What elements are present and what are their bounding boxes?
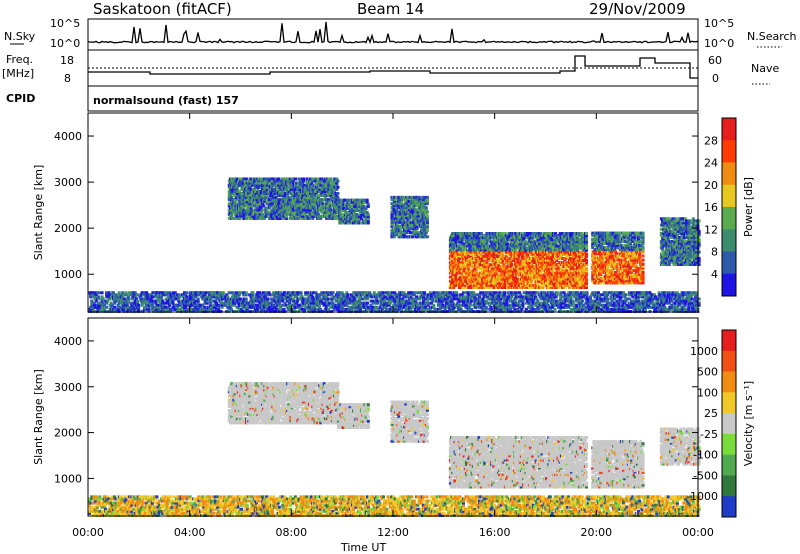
colorbar-segment — [722, 140, 736, 163]
power-panel: 1000 2000 3000 4000 Slant Range [km] 4 8 12 16 20… — [32, 113, 755, 313]
x-tick-label: 16:00 — [479, 526, 511, 539]
y-tick-label: 3000 — [54, 176, 82, 189]
colorbar-segment — [722, 372, 736, 393]
station-title: Saskatoon (fitACF) — [93, 0, 232, 18]
colorbar-tick-label: 16 — [704, 201, 718, 214]
x-axis-title: Time UT — [340, 541, 386, 554]
freq-unit-label: [MHz] — [2, 67, 34, 80]
y-axis-title: Slant Range [km] — [32, 369, 45, 465]
rti-figure: Saskatoon (fitACF) Beam 14 29/Nov/2009 N… — [0, 0, 800, 554]
colorbar-tick-label: -25 — [700, 428, 718, 441]
colorbar-tick-label: 500 — [697, 366, 718, 379]
colorbar-segment — [722, 252, 736, 275]
program-label: normalsound (fast) 157 — [93, 94, 239, 107]
y-tick-label: 4000 — [54, 130, 82, 143]
colorbar-segment — [722, 330, 736, 351]
nsearch-lo-tick: 10^0 — [704, 37, 734, 50]
colorbar-segment — [722, 118, 736, 141]
colorbar-segment — [722, 392, 736, 413]
colorbar-segment — [722, 434, 736, 455]
x-tick-label: 12:00 — [377, 526, 409, 539]
date-title: 29/Nov/2009 — [589, 0, 686, 18]
colorbar-tick-label: 24 — [704, 157, 718, 170]
y-tick-label: 1000 — [54, 268, 82, 281]
x-tick-label: 20:00 — [580, 526, 612, 539]
nsky-trace — [88, 22, 698, 43]
colorbar-segment — [722, 351, 736, 372]
colorbar-segment — [722, 413, 736, 434]
colorbar-segment — [722, 207, 736, 230]
y-axis-title: Slant Range [km] — [32, 165, 45, 261]
colorbar-tick-label: -100 — [693, 449, 718, 462]
colorbar-tick-label: 100 — [697, 386, 718, 399]
nsky-hi-tick: 10^5 — [50, 17, 80, 30]
velocity-panel: 1000 2000 3000 4000 Slant Range [km] 00:00 04:… — [32, 318, 755, 539]
colorbar-tick-label: 1000 — [690, 345, 718, 358]
colorbar-tick-label: 4 — [711, 268, 718, 281]
freq-label: Freq. — [6, 53, 33, 66]
colorbar-segment — [722, 455, 736, 476]
colorbar-segment — [722, 475, 736, 496]
freq-hi-tick: 18 — [60, 54, 74, 67]
colorbar-title: Power [dB] — [742, 177, 755, 237]
y-tick-label: 2000 — [54, 427, 82, 440]
nave-label: Nave — [751, 62, 779, 75]
nave-hi-tick: 60 — [708, 54, 722, 67]
colorbar-title: Velocity [m s⁻¹] — [742, 381, 755, 466]
freq-lo-tick: 8 — [64, 72, 71, 85]
colorbar-segment — [722, 496, 736, 517]
colorbar-segment — [722, 229, 736, 252]
nsearch-label: N.Search — [747, 30, 797, 43]
x-tick-label: 00:00 — [682, 526, 714, 539]
colorbar-tick-label: 8 — [711, 246, 718, 259]
colorbar-tick-label: 12 — [704, 223, 718, 236]
y-tick-label: 4000 — [54, 335, 82, 348]
beam-title: Beam 14 — [357, 0, 424, 18]
nave-lo-tick: 0 — [712, 72, 719, 85]
y-tick-label: 1000 — [54, 472, 82, 485]
colorbar-segment — [722, 274, 736, 297]
colorbar-tick-label: 25 — [704, 407, 718, 420]
y-tick-label: 3000 — [54, 381, 82, 394]
x-tick-label: 00:00 — [72, 526, 104, 539]
x-tick-label: 04:00 — [174, 526, 206, 539]
x-tick-label: 08:00 — [275, 526, 307, 539]
colorbar-tick-label: 28 — [704, 134, 718, 147]
y-tick-label: 2000 — [54, 222, 82, 235]
nsky-label: N.Sky — [4, 30, 36, 43]
colorbar-segment — [722, 185, 736, 208]
colorbar-tick-label: 20 — [704, 179, 718, 192]
freq-trace — [88, 56, 698, 78]
nsearch-hi-tick: 10^5 — [704, 17, 734, 30]
colorbar-tick-label: -500 — [693, 469, 718, 482]
colorbar-segment — [722, 163, 736, 186]
nsky-lo-tick: 10^0 — [50, 37, 80, 50]
colorbar-tick-label: -1000 — [686, 490, 718, 503]
cpid-label: CPID — [6, 92, 35, 105]
